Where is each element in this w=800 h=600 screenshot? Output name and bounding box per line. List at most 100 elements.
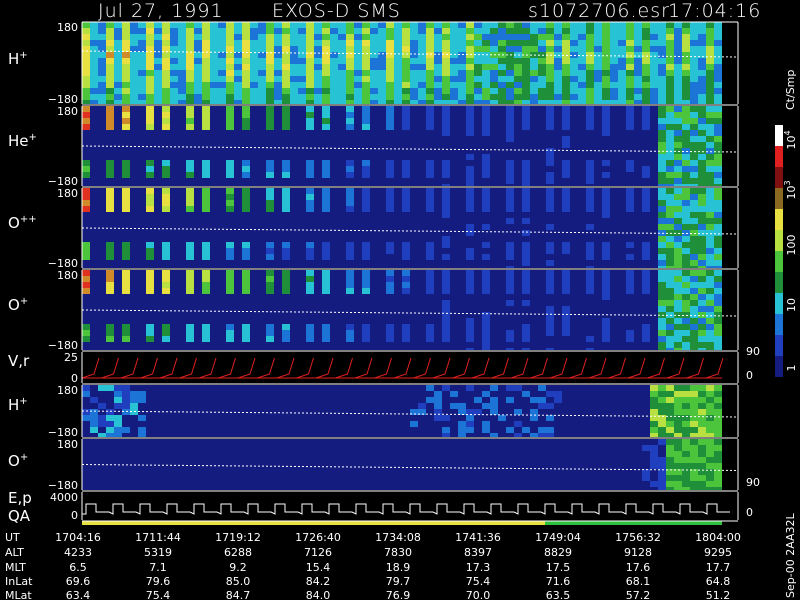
spectrogram-cell [410,403,418,409]
spectrogram-cell [338,415,346,421]
spectrogram-cell [322,22,330,28]
spectrogram-cell [194,112,202,118]
spectrogram-cell [530,212,538,218]
spectrogram-cell [114,82,122,88]
spectrogram-cell [170,82,178,88]
spectrogram-cell [162,260,170,266]
spectrogram-cell [578,254,586,260]
spectrogram-cell [378,385,386,391]
spectrogram-cell [506,76,514,82]
spectrogram-cell [562,58,570,64]
spectrogram-cell [170,266,178,268]
spectrogram-cell [546,46,554,52]
spectrogram-cell [554,391,562,397]
spectrogram-cell [626,172,634,178]
spectrogram-cell [418,130,426,136]
spectrogram-cell [490,124,498,130]
spectrogram-cell [138,112,146,118]
spectrogram-cell [410,260,418,266]
spectrogram-cell [386,270,394,276]
spectrogram-cell [506,88,514,94]
spectrogram-cell [282,112,290,118]
spectrogram-cell [130,403,138,409]
spectrogram-cell [714,415,722,421]
spectrogram-cell [122,166,130,172]
spectrogram-cell [354,188,362,194]
spectrogram-cell [274,294,282,300]
spectrogram-cell [618,224,626,230]
spectrogram-cell [490,88,498,94]
spectrogram-cell [618,276,626,282]
spectrogram-cell [170,415,178,421]
spectrogram-cell [490,336,498,342]
spectrogram-cell [306,288,314,294]
spectrogram-cell [298,184,306,186]
spectrogram-cell [290,224,298,230]
spectrogram-cell [266,330,274,336]
spectrogram-cell [354,260,362,266]
spectrogram-cell [306,312,314,318]
spectrogram-cell [402,397,410,403]
spectrogram-cell [714,348,722,350]
spectrogram-cell [170,154,178,160]
spectrogram-cell [154,282,162,288]
spectrogram-cell [698,22,706,28]
spectrogram-cell [522,28,530,34]
spectrogram-cell [226,58,234,64]
spectrogram-cell [514,230,522,236]
spectrogram-cell [298,403,306,409]
spectrogram-cell [90,200,98,206]
spectrogram-cell [170,118,178,124]
spectrogram-cell [482,34,490,40]
spectrogram-cell [506,40,514,46]
spectrogram-cell [562,184,570,186]
spectrogram-cell [642,106,650,112]
spectrogram-cell [602,391,610,397]
spectrogram-cell [538,136,546,142]
spectrogram-cell [690,82,698,88]
spectrogram-cell [178,64,186,70]
spectrogram-cell [186,184,194,186]
spectrogram-cell [162,112,170,118]
spectrogram-cell [466,342,474,348]
spectrogram-cell [674,403,682,409]
spectrogram-cell [410,391,418,397]
spectrogram-cell [106,330,114,336]
spectrogram-cell [250,306,258,312]
spectrogram-cell [530,58,538,64]
spectrogram-cell [394,22,402,28]
spectrogram-cell [186,403,194,409]
spectrogram-cell [306,136,314,142]
spectrogram-cell [594,276,602,282]
spectrogram-cell [594,342,602,348]
spectrogram-cell [530,194,538,200]
spectrogram-cell [634,58,642,64]
spectrogram-cell [426,22,434,28]
spectrogram-cell [466,94,474,100]
spectrogram-cell [466,248,474,254]
spectrogram-cell [610,160,618,166]
spectrogram-cell [522,82,530,88]
spectrogram-cell [154,34,162,40]
spectrogram-cell [218,188,226,194]
spectrogram-cell [130,160,138,166]
spectrogram-cell [482,178,490,184]
spectrogram-cell [362,100,370,104]
spectrogram-cell [234,282,242,288]
spectrogram-cell [210,136,218,142]
spectrogram-cell [314,224,322,230]
spectrogram-cell [562,342,570,348]
spectrogram-cell [234,336,242,342]
spectrogram-cell [498,64,506,70]
spectrogram-cell [306,124,314,130]
spectrogram-cell [506,254,514,260]
spectrogram-cell [426,106,434,112]
spectrogram-cell [562,178,570,184]
spectrogram-cell [258,124,266,130]
spectrogram-cell [154,148,162,154]
spectrogram-cell [410,28,418,34]
spectrogram-cell [586,200,594,206]
spectrogram-cell [642,130,650,136]
spectrogram-cell [370,94,378,100]
spectrogram-cell [186,348,194,350]
